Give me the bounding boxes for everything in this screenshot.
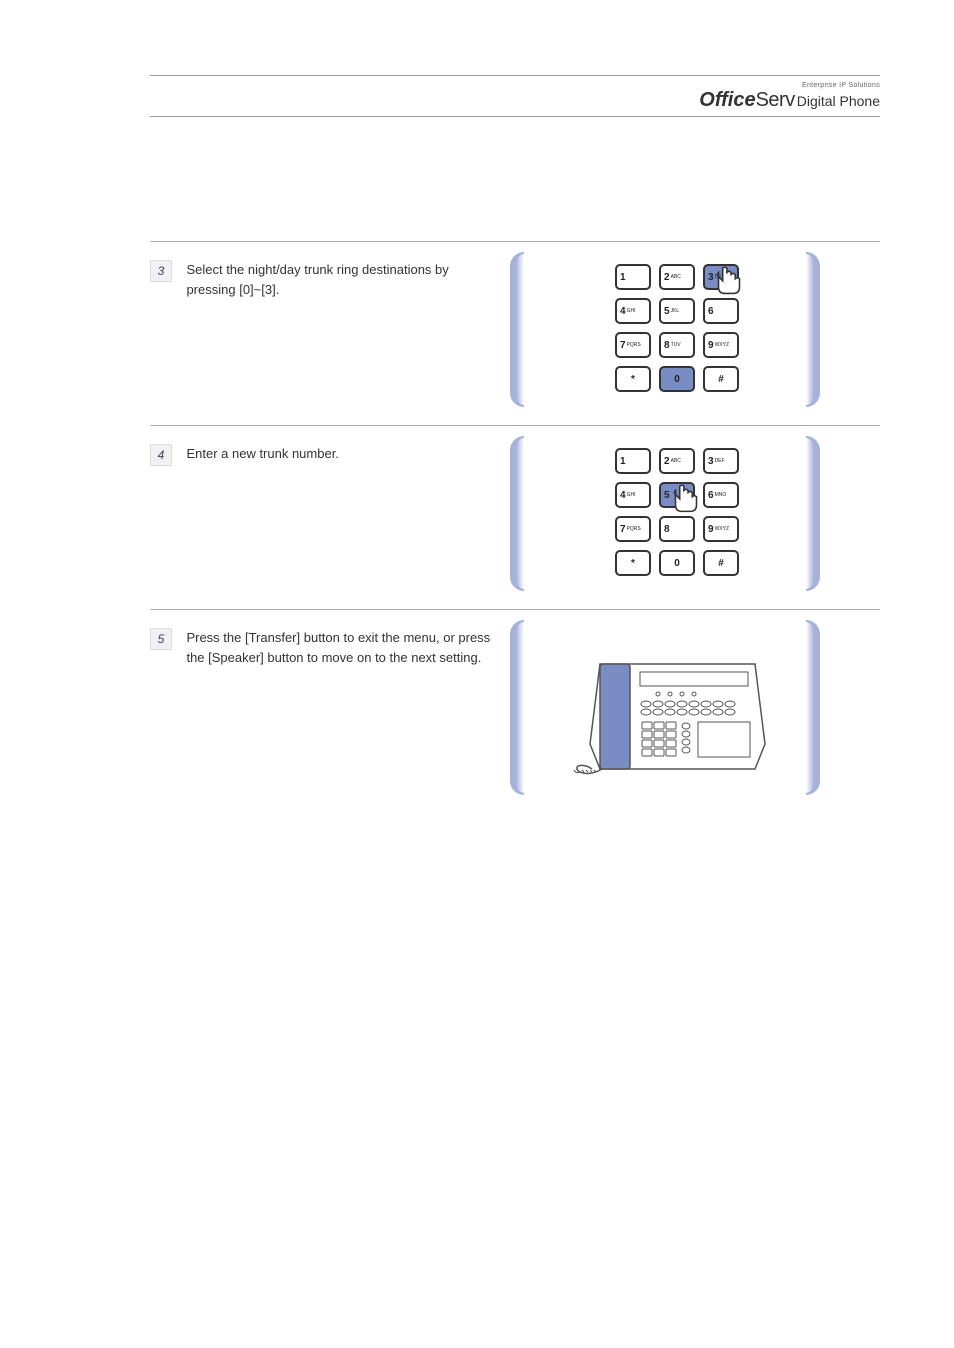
step-divider <box>150 241 880 242</box>
phone-icon <box>570 634 770 779</box>
key-4: 4GHI <box>615 482 651 508</box>
key-1: 1 <box>615 448 651 474</box>
keypad-illustration-1: 1 2ABC 3DEF 4GHI 5JKL 6 7PQRS 8TUV 9WXYZ… <box>510 252 820 407</box>
step-divider <box>150 425 880 426</box>
key-star: * <box>615 366 651 392</box>
key-2: 2ABC <box>659 264 695 290</box>
key-7: 7PQRS <box>615 516 651 542</box>
key-9: 9WXYZ <box>703 332 739 358</box>
key-0-highlighted: 0 <box>659 366 695 392</box>
brand-tagline: Enterprise IP Solutions <box>150 82 880 89</box>
hand-cursor-icon <box>708 264 750 306</box>
key-0: 0 <box>659 550 695 576</box>
key-star: * <box>615 550 651 576</box>
header-divider <box>150 75 880 76</box>
key-9: 9WXYZ <box>703 516 739 542</box>
key-hash: # <box>703 550 739 576</box>
step-number: 4 <box>150 444 172 466</box>
key-8: 8TUV <box>659 332 695 358</box>
step-text: Select the night/day trunk ring destinat… <box>186 260 496 299</box>
key-7: 7PQRS <box>615 332 651 358</box>
hand-cursor-icon <box>665 482 707 524</box>
keypad-illustration-2: 1 2ABC 3DEF 4GHI 5 6MNO 7PQRS 8 9WXYZ * … <box>510 436 820 591</box>
key-5: 5JKL <box>659 298 695 324</box>
step-text: Press the [Transfer] button to exit the … <box>186 628 496 667</box>
key-6: 6MNO <box>703 482 739 508</box>
brand-name: OfficeServDigital Phone <box>150 89 880 112</box>
step-4-row: 4 Enter a new trunk number. 1 2ABC 3DEF … <box>150 436 880 601</box>
product-brand: Enterprise IP Solutions OfficeServDigita… <box>150 82 880 112</box>
step-5-row: 5 Press the [Transfer] button to exit th… <box>150 620 880 805</box>
phone-illustration <box>510 620 820 795</box>
key-1: 1 <box>615 264 651 290</box>
step-divider <box>150 609 880 610</box>
key-3: 3DEF <box>703 448 739 474</box>
key-2: 2ABC <box>659 448 695 474</box>
step-number: 5 <box>150 628 172 650</box>
step-text: Enter a new trunk number. <box>186 444 496 464</box>
header-divider-2 <box>150 116 880 117</box>
key-4: 4GHI <box>615 298 651 324</box>
step-3-row: 3 Select the night/day trunk ring destin… <box>150 252 880 417</box>
key-hash: # <box>703 366 739 392</box>
step-number: 3 <box>150 260 172 282</box>
